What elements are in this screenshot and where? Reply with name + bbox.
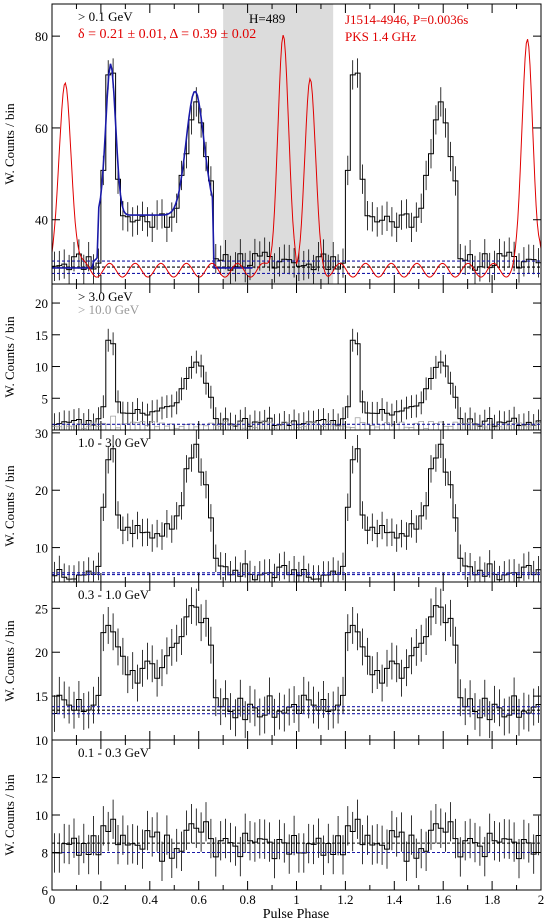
high-energy-bar <box>105 424 112 430</box>
high-energy-bar <box>364 423 371 430</box>
high-energy-bar <box>393 423 400 430</box>
panel-3: 10 20 30 W. Counts / bin 1.0 - 3.0 GeV <box>2 426 542 583</box>
high-energy-bar <box>164 425 170 430</box>
energy-band-label: 0.3 - 1.0 GeV <box>78 587 150 602</box>
x-tick-label: 1.6 <box>435 892 452 907</box>
x-tick-label: 1.2 <box>337 892 353 907</box>
radio-profile <box>52 34 541 278</box>
plot-area <box>52 799 541 881</box>
high-energy-bar <box>120 423 126 430</box>
y-axis-label: W. Counts / bin <box>2 620 17 702</box>
y-tick-label: 15 <box>35 689 48 704</box>
x-tick-label: 0.4 <box>142 892 159 907</box>
panel-frame <box>51 429 542 583</box>
pulsar-name: J1514-4946, P=0.0036s <box>345 12 468 27</box>
high-energy-bar <box>442 425 449 430</box>
y-tick-label: 60 <box>35 121 48 136</box>
energy-band-label: 0.1 - 0.3 GeV <box>78 745 150 760</box>
histogram <box>52 605 541 721</box>
fit-parameters: δ = 0.21 ± 0.01, Δ = 0.39 ± 0.02 <box>78 27 256 42</box>
htest-value: H=489 <box>249 11 285 26</box>
high-energy-bar <box>203 425 209 430</box>
x-tick-label: 1 <box>293 892 300 907</box>
high-energy-bar <box>188 423 195 430</box>
plot-area <box>52 4 541 284</box>
histogram <box>52 818 541 862</box>
y-tick-label: 30 <box>35 426 48 441</box>
high-energy-bar <box>183 424 190 430</box>
histogram <box>52 339 541 427</box>
plot-area <box>52 587 541 739</box>
y-axis-label: W. Counts / bin <box>2 774 17 856</box>
high-energy-bar <box>110 415 116 430</box>
energy-band-label: > 3.0 GeV <box>78 289 133 304</box>
high-energy-bar <box>428 421 434 430</box>
y-tick-label: 40 <box>35 213 48 228</box>
y-tick-label: 15 <box>35 328 48 343</box>
y-axis-label: W. Counts / bin <box>2 103 17 185</box>
y-tick-label: 10 <box>35 733 48 748</box>
y-axis-label: W. Counts / bin <box>2 316 17 398</box>
offpulse-region <box>223 4 334 284</box>
panel-1: 40 60 80 W. Counts / bin > 0.1 GeV δ = 0.21 ±… <box>2 3 542 285</box>
x-axis-label: Pulse Phase <box>263 907 330 922</box>
y-tick-label: 25 <box>35 601 48 616</box>
high-energy-bar <box>447 425 454 430</box>
high-energy-bar <box>452 421 459 430</box>
histogram <box>52 72 541 271</box>
panel-2: 5 10 15 20 W. Counts / bin > 3.0 GeV> 10.0 Ge… <box>2 283 542 431</box>
x-tick-label: 2 <box>538 892 545 907</box>
x-tick-label: 1.4 <box>386 892 403 907</box>
x-tick-label: 0.8 <box>239 892 255 907</box>
high-energy-bar <box>369 425 376 430</box>
y-tick-label: 20 <box>35 645 48 660</box>
x-tick-label: 1.8 <box>484 892 500 907</box>
x-tick-label: 0.2 <box>93 892 109 907</box>
y-tick-label: 10 <box>35 541 48 556</box>
y-tick-label: 20 <box>35 483 48 498</box>
panel-4: 10 15 20 25 W. Counts / bin 0.3 - 1.0 GeV <box>2 581 542 748</box>
panel-frame <box>51 739 542 891</box>
y-tick-label: 6 <box>42 883 49 898</box>
x-tick-label: 0.6 <box>191 892 208 907</box>
y-tick-label: 8 <box>42 846 49 861</box>
high-energy-bar <box>198 424 204 430</box>
fit-curve <box>52 63 253 269</box>
y-tick-label: 10 <box>35 808 48 823</box>
high-energy-bar <box>134 422 141 430</box>
x-tick-label: 0 <box>49 892 56 907</box>
y-tick-label: 5 <box>42 391 49 406</box>
y-tick-label: 12 <box>35 771 48 786</box>
y-tick-label: 80 <box>35 29 48 44</box>
high-energy-bar <box>418 421 424 430</box>
high-energy-bar <box>178 425 185 430</box>
y-tick-label: 10 <box>35 360 48 375</box>
plot-area <box>52 430 541 582</box>
high-energy-bar <box>379 424 385 430</box>
radio-band-label: PKS 1.4 GHz <box>345 29 416 44</box>
high-energy-bar <box>437 421 444 430</box>
high-energy-bar <box>359 422 366 430</box>
y-axis-label: W. Counts / bin <box>2 465 17 547</box>
energy-band-label-secondary: > 10.0 GeV <box>78 302 140 317</box>
high-energy-bar <box>237 421 244 430</box>
energy-band-label: 1.0 - 3.0 GeV <box>78 435 150 450</box>
energy-band-label: > 0.1 GeV <box>78 9 133 24</box>
high-energy-bar <box>398 421 405 430</box>
histogram <box>52 443 541 581</box>
y-tick-label: 20 <box>35 296 48 311</box>
